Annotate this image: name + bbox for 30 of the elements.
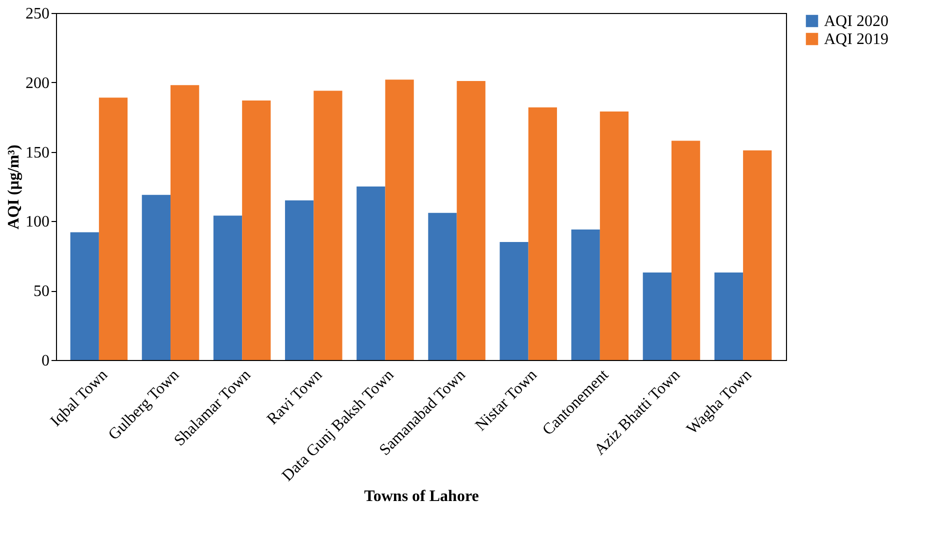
bar [242,100,271,360]
y-tick-label: 100 [26,214,50,231]
bar [571,230,600,360]
bar [456,81,486,360]
y-tick-label: 250 [26,6,50,22]
bar [714,272,744,360]
y-tick-label: 150 [26,144,50,162]
bar [600,112,629,360]
bar [500,242,528,360]
bar [671,140,700,360]
bar [142,194,171,360]
legend-label: AQI 2019 [824,31,888,48]
bar [528,107,557,360]
bar [642,272,672,360]
x-axis-title: Towns of Lahore [364,488,479,506]
y-tick-label: 50 [34,283,50,300]
bar [70,232,99,360]
y-tick-label: 200 [26,74,50,92]
bar [98,98,128,360]
bar [213,216,242,360]
legend-label: AQI 2020 [824,13,888,30]
bar [356,186,386,360]
bar [428,212,457,360]
bar [285,200,314,360]
bar [385,80,414,360]
y-tick-label: 0 [42,352,50,370]
bar [314,90,342,360]
bar [170,85,200,360]
y-axis-title: AQI (µg/m³) [6,144,22,230]
bar [743,150,772,360]
